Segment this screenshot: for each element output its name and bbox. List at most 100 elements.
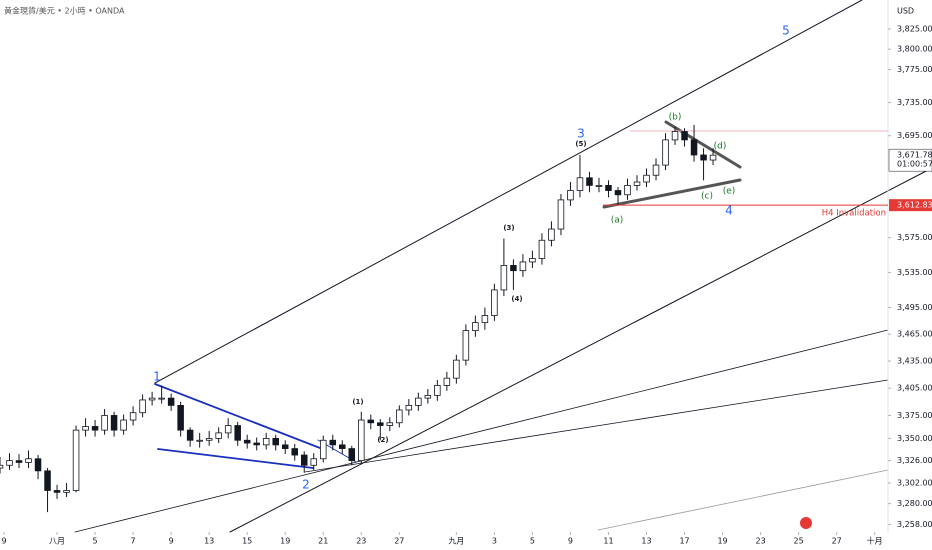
trend-line (74, 329, 889, 533)
x-tick-label: 3 (492, 537, 497, 546)
wave-labels: 1 2 3 4 5 (1) (2) (3) (4) (5) (a) (b) (c… (153, 24, 790, 492)
candle-body (700, 154, 707, 161)
x-tick-label: 15 (242, 537, 252, 546)
candle-body (624, 185, 631, 196)
candle-body (186, 429, 194, 441)
channel-lower (229, 167, 932, 533)
wave-label: (1) (352, 398, 363, 406)
candle-body (300, 454, 308, 466)
wedge-line (157, 448, 314, 469)
wave-label: 4 (725, 204, 733, 218)
y-tick-label: 3,405.000 (897, 384, 932, 393)
x-tick-label: 十月 (867, 536, 883, 546)
invalidation-label: 3,612.835 (897, 201, 932, 210)
y-tick-label: 3,302.000 (897, 478, 932, 487)
x-tick-label: 9 (1, 537, 6, 546)
candle-body (567, 190, 574, 201)
candle-body (481, 315, 489, 324)
invalidation-text: H4 Invalidation (822, 209, 886, 219)
y-tick-label: 3,326.000 (897, 456, 932, 465)
triangle-line (602, 178, 742, 209)
x-tick-label: 19 (717, 537, 727, 546)
x-tick-label: 7 (131, 537, 136, 546)
event-icon[interactable] (800, 517, 812, 529)
candle-body (196, 439, 203, 442)
x-tick-label: 9 (169, 537, 174, 546)
candle-body (139, 399, 146, 414)
x-tick-label: 19 (280, 537, 290, 546)
candle-body (557, 199, 565, 230)
candle-body (262, 438, 270, 446)
candle-body (652, 164, 660, 176)
x-tick-label: 5 (530, 537, 535, 546)
candle-body (386, 422, 394, 426)
y-tick-label: 3,825.000 (897, 24, 932, 33)
y-tick-label: 3,435.000 (897, 357, 932, 366)
wedge-line (154, 383, 321, 449)
last-price-label: 3,671.785 (897, 151, 932, 160)
price-badge (889, 199, 932, 212)
currency: USD (897, 7, 914, 16)
x-tick-label: 23 (756, 537, 766, 546)
trend-line (597, 469, 889, 531)
candle-body (576, 177, 584, 191)
candle-body (662, 139, 669, 166)
countdown: 01:00:57 (897, 160, 932, 169)
candle-body (595, 185, 603, 187)
x-tick-label: 27 (832, 537, 842, 546)
x-tick-label: 13 (641, 537, 651, 546)
x-tick-label: 八月 (49, 537, 65, 546)
x-tick-label: 9 (568, 537, 573, 546)
candle-body (243, 439, 251, 444)
candle-body (690, 139, 698, 156)
trend-line (304, 379, 889, 473)
wave-label: 1 (153, 370, 161, 384)
candle-body (215, 432, 222, 439)
x-tick-label: 11 (603, 537, 613, 546)
candle-body (320, 439, 327, 460)
candle-body (234, 425, 241, 441)
candle-body (177, 405, 184, 431)
candle-body (281, 444, 289, 449)
candle-body (44, 470, 51, 491)
candle-body (329, 439, 337, 446)
y-tick-label: 3,465.000 (897, 330, 932, 339)
candle-body (15, 460, 23, 463)
candle-body (491, 289, 498, 316)
candle-body (158, 397, 165, 400)
y-tick-label: 3,375.000 (897, 411, 932, 420)
x-tick-label: 25 (794, 537, 804, 546)
candle-body (500, 265, 508, 291)
x-tick-label: 17 (679, 537, 689, 546)
x-tick-label: 21 (318, 537, 328, 546)
candle-body (415, 397, 422, 406)
y-tick-label: 3,535.000 (897, 268, 932, 277)
candle-body (510, 265, 517, 272)
channel-upper (154, 0, 863, 384)
candle-body (120, 419, 127, 431)
candle-body (224, 425, 232, 434)
candle-body (377, 422, 384, 426)
x-tick-label: 九月 (448, 537, 464, 546)
y-tick-label: 3,735.000 (897, 98, 932, 107)
wave-label: (5) (575, 140, 586, 148)
wave-label: (2) (377, 436, 388, 444)
candle-body (291, 448, 298, 456)
wave-label: (e) (723, 187, 736, 197)
candle-body (586, 177, 593, 186)
y-tick-label: 3,258.000 (897, 520, 932, 529)
candle-body (310, 458, 317, 466)
x-tick-label: 5 (93, 537, 98, 546)
y-tick-label: 3,495.000 (897, 303, 932, 312)
candle-body (367, 419, 375, 424)
candle-body (272, 438, 279, 446)
last-price-badge (888, 148, 932, 172)
candle-body (72, 429, 80, 491)
candle-body (453, 359, 460, 379)
y-tick-label: 3,800.000 (897, 45, 932, 54)
symbol-title: 黄金現貨/美元 • 2小時 • OANDA (4, 6, 125, 16)
candle-body (605, 185, 612, 191)
candle-body (110, 415, 118, 431)
candle-body (101, 415, 108, 431)
